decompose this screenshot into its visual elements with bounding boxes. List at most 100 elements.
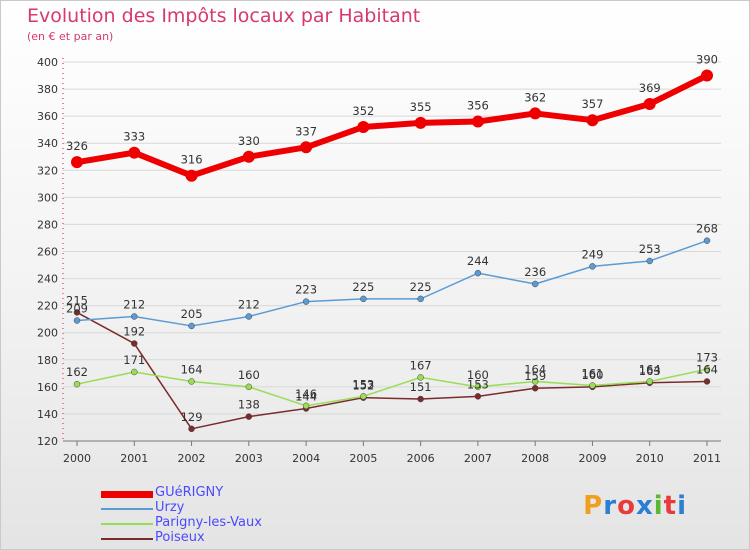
legend: GUéRIGNY Urzy Parigny-les-Vaux Poiseux bbox=[101, 485, 361, 547]
chart-title: Evolution des Impôts locaux par Habitant bbox=[27, 5, 421, 27]
data-label: 225 bbox=[352, 280, 374, 294]
y-tick-label: 360 bbox=[37, 110, 58, 123]
data-label: 225 bbox=[410, 280, 432, 294]
data-point bbox=[360, 393, 367, 400]
legend-label: Urzy bbox=[155, 500, 185, 515]
data-label: 151 bbox=[410, 380, 432, 394]
data-point bbox=[474, 383, 482, 391]
data-label: 164 bbox=[181, 362, 203, 376]
logo-letter: i bbox=[653, 491, 664, 521]
x-tick-label: 2006 bbox=[407, 452, 435, 465]
y-tick-label: 220 bbox=[37, 300, 58, 313]
data-label: 355 bbox=[410, 100, 432, 114]
legend-item: Parigny-les-Vaux bbox=[101, 515, 361, 532]
data-label: 316 bbox=[181, 153, 203, 167]
y-tick-label: 340 bbox=[37, 137, 58, 150]
logo-letter: o bbox=[617, 491, 636, 521]
data-point bbox=[474, 269, 482, 277]
data-label: 164 bbox=[639, 362, 661, 376]
data-point bbox=[245, 313, 253, 320]
data-point bbox=[131, 313, 138, 320]
data-label: 152 bbox=[352, 379, 374, 393]
data-point bbox=[302, 402, 310, 410]
data-label: 160 bbox=[467, 368, 489, 382]
data-label: 369 bbox=[639, 81, 661, 95]
series-layer bbox=[71, 69, 713, 433]
data-label: 268 bbox=[696, 222, 718, 236]
data-point bbox=[586, 114, 599, 127]
legend-swatch bbox=[101, 490, 153, 498]
data-point bbox=[73, 309, 81, 316]
x-tick-label: 2009 bbox=[578, 452, 606, 465]
data-label: 215 bbox=[66, 293, 88, 307]
data-point bbox=[529, 107, 542, 120]
data-point bbox=[131, 368, 138, 376]
data-point bbox=[589, 382, 596, 389]
data-label: 362 bbox=[524, 90, 546, 104]
legend-item: Urzy bbox=[101, 500, 361, 517]
data-point bbox=[245, 413, 253, 420]
data-point bbox=[302, 298, 310, 305]
data-point bbox=[188, 322, 195, 330]
data-label: 253 bbox=[639, 242, 661, 256]
data-point bbox=[417, 395, 424, 403]
legend-swatch bbox=[101, 538, 153, 540]
x-tick-label: 2000 bbox=[63, 452, 91, 465]
series-line-0 bbox=[74, 72, 710, 179]
data-label: 249 bbox=[581, 247, 603, 261]
legend-swatch bbox=[101, 508, 153, 510]
data-point bbox=[703, 378, 711, 385]
data-point bbox=[417, 374, 424, 381]
y-tick-label: 200 bbox=[37, 327, 58, 340]
data-point bbox=[703, 237, 711, 244]
legend-label: Poiseux bbox=[155, 530, 205, 545]
data-label: 164 bbox=[696, 362, 718, 376]
data-label: 164 bbox=[524, 362, 546, 376]
data-point bbox=[128, 146, 141, 159]
data-label: 138 bbox=[238, 398, 260, 412]
data-point bbox=[185, 169, 198, 182]
data-point bbox=[360, 295, 367, 303]
chart-subtitle: (en € et par an) bbox=[27, 30, 114, 43]
series-line-1 bbox=[76, 239, 708, 327]
data-label: 144 bbox=[295, 390, 317, 404]
data-label: 326 bbox=[66, 139, 88, 153]
legend-label: Parigny-les-Vaux bbox=[155, 515, 262, 530]
data-point bbox=[414, 116, 427, 129]
x-tick-label: 2001 bbox=[120, 452, 148, 465]
data-label: 212 bbox=[123, 297, 145, 311]
proxiti-logo: Proxiti bbox=[583, 491, 687, 521]
data-point bbox=[71, 156, 83, 169]
data-point bbox=[646, 257, 653, 265]
x-tick-label: 2004 bbox=[292, 452, 320, 465]
data-point bbox=[300, 141, 313, 154]
y-tick-label: 300 bbox=[37, 191, 58, 204]
data-point bbox=[701, 69, 713, 82]
series-line-3 bbox=[76, 311, 708, 430]
data-point bbox=[242, 150, 255, 163]
data-label: 330 bbox=[238, 134, 260, 148]
legend-swatch bbox=[101, 523, 153, 525]
data-point bbox=[643, 97, 656, 110]
data-point bbox=[589, 263, 596, 270]
x-tick-label: 2010 bbox=[636, 452, 664, 465]
data-point bbox=[531, 384, 539, 392]
y-tick-label: 400 bbox=[37, 56, 58, 69]
data-label: 160 bbox=[238, 368, 260, 382]
data-label: 244 bbox=[467, 254, 489, 268]
data-label: 205 bbox=[181, 307, 203, 321]
data-label: 160 bbox=[581, 368, 603, 382]
data-label: 212 bbox=[238, 297, 260, 311]
data-point bbox=[417, 295, 424, 303]
y-tick-label: 380 bbox=[37, 83, 58, 96]
logo-letter: r bbox=[603, 491, 618, 521]
data-label: 209 bbox=[66, 302, 88, 316]
data-label: 129 bbox=[181, 410, 203, 424]
data-point bbox=[131, 340, 138, 347]
data-label: 167 bbox=[410, 358, 432, 372]
data-point bbox=[646, 378, 653, 385]
data-point bbox=[73, 380, 81, 388]
